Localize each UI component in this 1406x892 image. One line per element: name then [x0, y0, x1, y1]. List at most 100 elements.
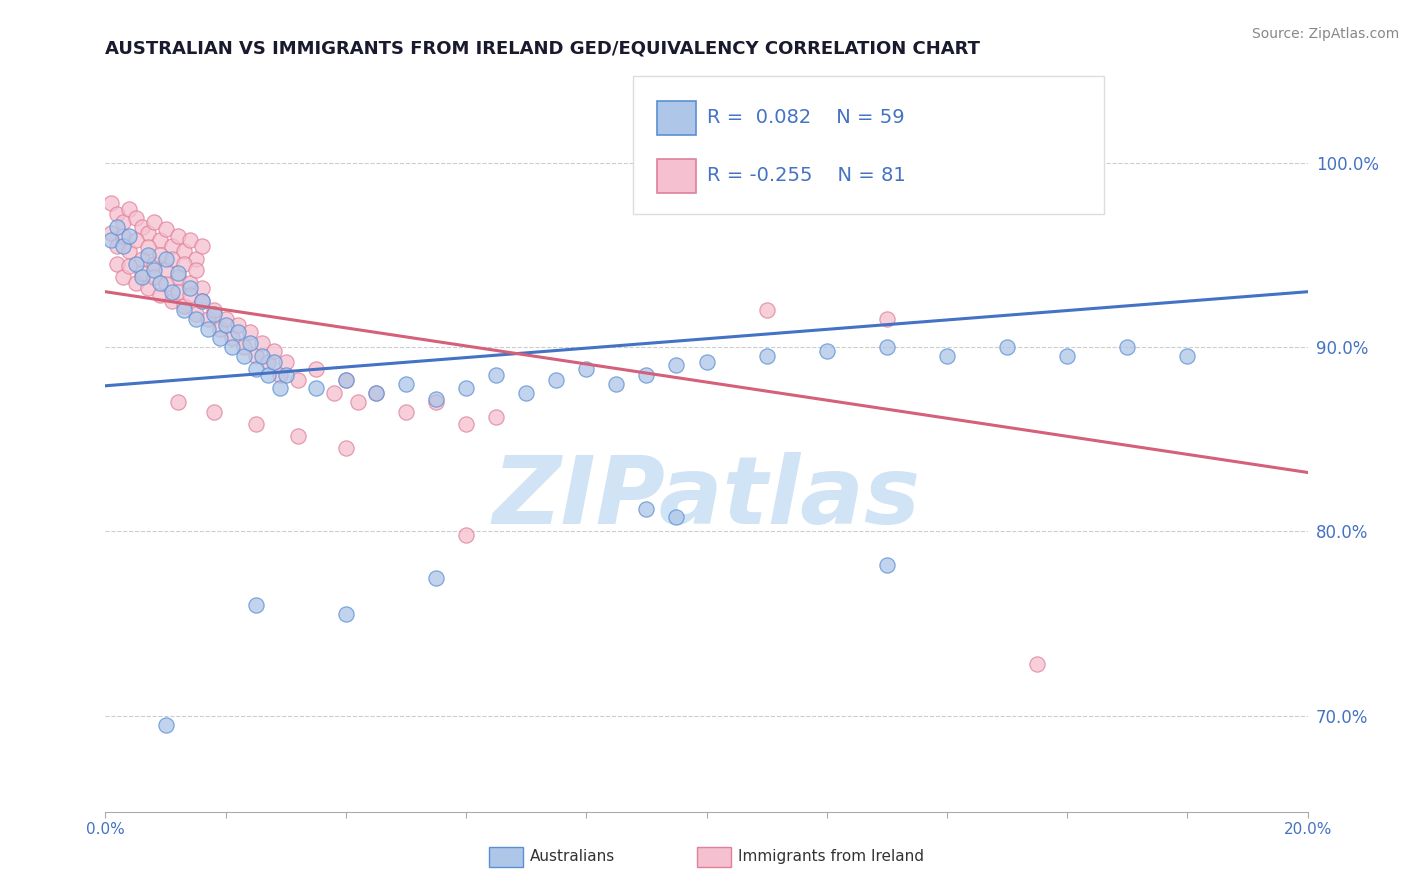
- Text: AUSTRALIAN VS IMMIGRANTS FROM IRELAND GED/EQUIVALENCY CORRELATION CHART: AUSTRALIAN VS IMMIGRANTS FROM IRELAND GE…: [105, 40, 980, 58]
- Point: [665, 359, 688, 373]
- Point: [118, 259, 141, 273]
- Point: [148, 248, 170, 262]
- Point: [395, 376, 418, 391]
- Point: [184, 262, 207, 277]
- Point: [131, 252, 153, 266]
- Point: [364, 386, 387, 401]
- Point: [239, 336, 262, 351]
- Point: [118, 229, 141, 244]
- Text: R =  0.082    N = 59: R = 0.082 N = 59: [707, 108, 905, 127]
- Point: [131, 270, 153, 285]
- Point: [160, 238, 183, 252]
- Point: [107, 207, 129, 221]
- Point: [245, 598, 267, 612]
- Point: [184, 312, 207, 326]
- Point: [995, 340, 1018, 354]
- Point: [202, 303, 225, 318]
- Point: [160, 285, 183, 299]
- Point: [136, 240, 159, 254]
- Point: [173, 300, 195, 314]
- Point: [166, 285, 188, 299]
- Point: [184, 252, 207, 266]
- Point: [245, 349, 267, 363]
- Point: [112, 215, 135, 229]
- Point: [166, 266, 188, 280]
- Point: [173, 244, 195, 259]
- Point: [575, 362, 598, 376]
- Point: [155, 277, 177, 292]
- Point: [179, 233, 201, 247]
- Point: [395, 404, 418, 418]
- Point: [454, 528, 477, 542]
- Point: [239, 326, 262, 340]
- Point: [202, 404, 225, 418]
- Point: [190, 238, 212, 252]
- Point: [112, 238, 135, 252]
- Point: [190, 293, 212, 308]
- Point: [107, 257, 129, 271]
- Point: [160, 252, 183, 266]
- Point: [142, 270, 165, 285]
- Point: [107, 238, 129, 252]
- Point: [876, 558, 898, 572]
- Point: [335, 373, 357, 387]
- Point: [305, 381, 328, 395]
- Point: [335, 607, 357, 622]
- Point: [155, 222, 177, 236]
- Point: [250, 349, 273, 363]
- Point: [142, 262, 165, 277]
- Point: [173, 257, 195, 271]
- Point: [274, 368, 297, 382]
- Point: [166, 229, 188, 244]
- Point: [546, 373, 568, 387]
- Point: [515, 386, 537, 401]
- Point: [755, 303, 778, 318]
- Point: [305, 362, 328, 376]
- Point: [364, 386, 387, 401]
- Point: [347, 395, 370, 409]
- Point: [107, 220, 129, 235]
- Point: [214, 312, 236, 326]
- Point: [148, 288, 170, 302]
- Point: [936, 349, 959, 363]
- Point: [208, 321, 231, 335]
- Point: [124, 211, 146, 225]
- Point: [142, 215, 165, 229]
- Point: [605, 376, 627, 391]
- Point: [335, 442, 357, 456]
- Point: [485, 410, 508, 425]
- Point: [1116, 340, 1139, 354]
- Point: [136, 226, 159, 240]
- Point: [232, 349, 254, 363]
- Point: [1026, 657, 1049, 672]
- Point: [214, 318, 236, 332]
- Point: [263, 355, 285, 369]
- Point: [124, 257, 146, 271]
- Point: [245, 362, 267, 376]
- Point: [226, 318, 249, 332]
- Point: [124, 233, 146, 247]
- Point: [221, 331, 243, 345]
- Point: [269, 368, 291, 382]
- Point: [263, 343, 285, 358]
- Point: [166, 270, 188, 285]
- Point: [245, 417, 267, 432]
- Point: [256, 355, 278, 369]
- Point: [696, 355, 718, 369]
- Point: [636, 502, 658, 516]
- Point: [322, 386, 344, 401]
- Point: [287, 428, 309, 442]
- Point: [485, 368, 508, 382]
- Point: [636, 368, 658, 382]
- Point: [179, 281, 201, 295]
- Point: [1026, 152, 1049, 166]
- Point: [425, 570, 447, 584]
- Point: [173, 303, 195, 318]
- Point: [100, 226, 122, 240]
- Point: [226, 326, 249, 340]
- Point: [876, 312, 898, 326]
- Point: [166, 395, 188, 409]
- Text: Immigrants from Ireland: Immigrants from Ireland: [738, 849, 924, 863]
- Point: [454, 381, 477, 395]
- Point: [148, 233, 170, 247]
